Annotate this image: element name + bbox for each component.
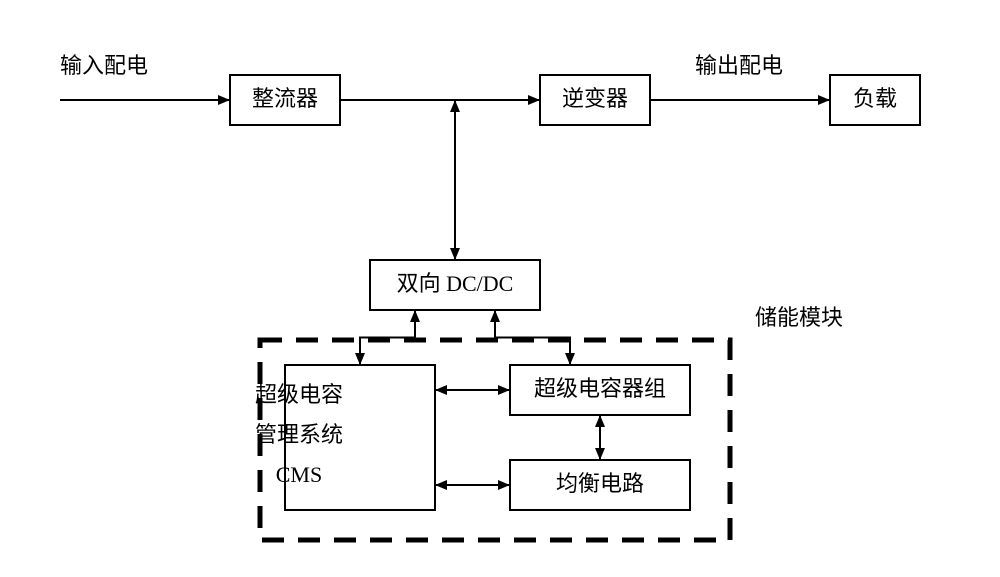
dcdc-to-cms (360, 310, 415, 365)
balance-label: 均衡电路 (556, 471, 644, 496)
load-box: 负载 (830, 75, 920, 125)
cms-line-1: 管理系统 (255, 422, 343, 447)
dcdc-label: 双向 DC/DC (397, 271, 514, 296)
cms-box: 超级电容管理系统 CMS (255, 365, 435, 510)
input-label: 输入配电 (60, 53, 148, 78)
storage-label: 储能模块 (755, 305, 843, 330)
diagram-canvas: 整流器 逆变器 负载双向 DC/DC 超级电容管理系统 CMS 超级电容器组均衡电路 输入配… (0, 0, 1000, 577)
balance-box: 均衡电路 (510, 460, 690, 510)
cms-line-0: 超级电容 (255, 382, 343, 407)
scbank-label: 超级电容器组 (534, 376, 666, 401)
rectifier-box: 整流器 (230, 75, 340, 125)
load-label: 负载 (853, 86, 897, 111)
rectifier-label: 整流器 (252, 86, 318, 111)
dcdc-to-scbank (495, 310, 570, 365)
inverter-label: 逆变器 (562, 86, 628, 111)
dcdc-box: 双向 DC/DC (370, 260, 540, 310)
output-label: 输出配电 (695, 53, 783, 78)
inverter-box: 逆变器 (540, 75, 650, 125)
scbank-box: 超级电容器组 (510, 365, 690, 415)
cms-line-2: CMS (276, 462, 322, 487)
